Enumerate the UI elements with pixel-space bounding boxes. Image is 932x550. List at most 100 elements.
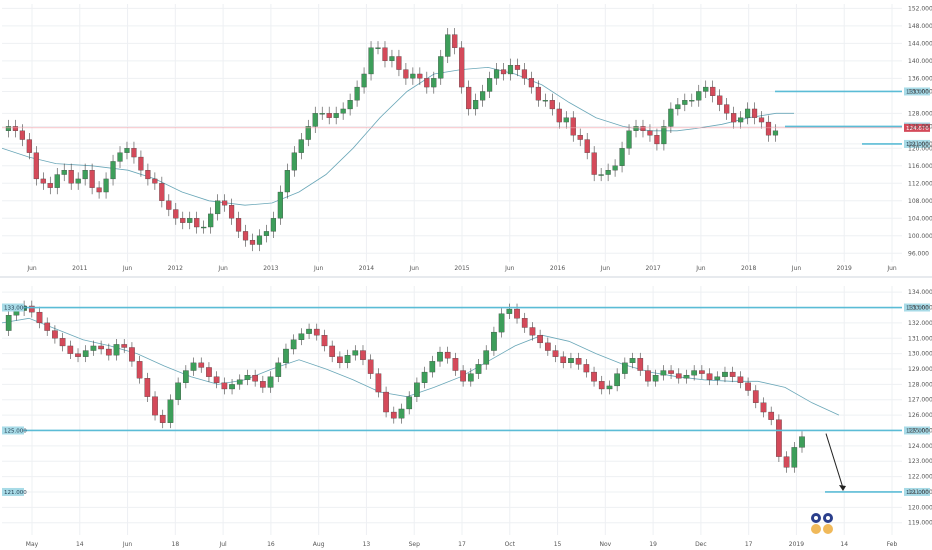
candle-body	[645, 370, 651, 382]
level-tag-label: 133.000	[906, 306, 929, 312]
candle-body	[367, 359, 374, 374]
x-tick-label: May	[26, 541, 39, 548]
top-y-axis: 152.000 148.000 144.000 140.000 136.000 133.0…	[908, 5, 932, 257]
level-tag-left	[2, 303, 24, 312]
candle-body	[354, 86, 360, 101]
candle-body	[696, 91, 702, 101]
candle-body	[498, 313, 505, 333]
candle-body	[622, 362, 628, 374]
bottom-candles	[5, 300, 805, 473]
weekly-price-panel[interactable]: 133.000 125.000 121.000 124.676 152.000 148.…	[1, 4, 932, 272]
candle-body	[347, 100, 353, 110]
bottom-x-axis: May 14 Jun 18 Jul 16 Aug 13 Sep 17 Oct 15 Nov 19 Dec 17…	[26, 541, 898, 548]
candle-body	[121, 344, 128, 348]
candle-body	[242, 231, 249, 241]
candle-body	[654, 135, 660, 145]
candle-body	[131, 148, 137, 158]
candle-body	[136, 361, 143, 379]
candle-body	[82, 350, 89, 357]
candle-body	[117, 152, 123, 162]
y-tick-label: 133.000	[908, 88, 932, 95]
candle-body	[772, 130, 779, 136]
top-candles	[5, 28, 779, 252]
candle-body	[52, 330, 58, 339]
candle-body	[598, 381, 605, 390]
y-tick-label: 100.000	[908, 233, 932, 240]
candle-body	[744, 108, 751, 118]
y-tick-label: 152.000	[908, 5, 932, 12]
candle-body	[333, 113, 339, 118]
candle-body	[414, 382, 420, 397]
candle-body	[675, 373, 682, 379]
level-tag-label: 121.000	[906, 490, 929, 496]
candle-body	[298, 333, 305, 340]
candle-body	[583, 364, 590, 373]
x-tick-label: Jun	[791, 265, 802, 272]
x-tick-label: 2014	[359, 265, 374, 272]
candle-body	[691, 370, 698, 376]
candle-body	[460, 370, 466, 382]
candle-body	[75, 353, 81, 357]
candle-body	[444, 351, 451, 359]
candle-body	[54, 174, 60, 188]
candle-body	[152, 178, 158, 184]
candle-body	[452, 34, 458, 48]
candle-body	[375, 373, 382, 393]
x-tick-label: Jun	[217, 265, 228, 272]
candle-body	[629, 358, 636, 364]
moving-average-line	[1, 66, 794, 206]
candle-body	[486, 78, 493, 92]
daily-price-panel[interactable]: 133.000 133.000 125.000 125.000 121.000 121.0…	[1, 286, 932, 548]
candle-body	[724, 104, 730, 114]
candle-body	[410, 73, 416, 79]
candle-body	[459, 47, 465, 88]
candle-body	[570, 117, 576, 136]
candle-body	[152, 396, 158, 416]
candle-body	[252, 374, 259, 382]
candle-body	[159, 414, 166, 423]
candle-body	[313, 328, 320, 336]
candle-body	[452, 358, 459, 371]
candle-body	[375, 47, 381, 49]
candle-body	[760, 402, 767, 413]
candle-body	[776, 419, 782, 457]
candle-body	[768, 411, 775, 420]
y-tick-label: 127.000	[908, 397, 932, 404]
candle-body	[5, 315, 12, 331]
candle-body	[312, 113, 318, 127]
arrow-shaft	[825, 433, 844, 489]
candle-body	[321, 335, 328, 347]
candle-body	[647, 130, 653, 136]
candle-body	[201, 226, 207, 229]
candle-body	[124, 148, 130, 153]
y-tick-label: 128.000	[908, 110, 932, 117]
candle-body	[591, 152, 597, 175]
candle-body	[228, 205, 235, 219]
projection-arrow	[825, 433, 846, 491]
candle-body	[637, 358, 644, 371]
candle-body	[605, 170, 611, 175]
x-tick-label: 2015	[454, 265, 469, 272]
y-tick-label: 124.000	[908, 443, 932, 450]
candle-body	[145, 170, 151, 180]
level-tag	[904, 487, 930, 496]
candle-body	[305, 126, 311, 140]
candle-body	[256, 235, 263, 245]
candle-body	[326, 113, 332, 118]
candle-body	[640, 126, 646, 131]
x-tick-label: Feb	[887, 541, 898, 548]
candle-body	[438, 56, 444, 79]
level-tag-left	[2, 487, 24, 496]
candle-body	[529, 327, 536, 336]
candle-body	[67, 345, 74, 354]
candle-body	[552, 350, 559, 357]
candle-body	[752, 390, 759, 403]
bottom-grid	[2, 286, 902, 535]
candle-body	[758, 117, 765, 123]
candle-body	[82, 170, 88, 180]
candle-body	[791, 447, 798, 468]
candle-body	[556, 108, 562, 123]
candle-body	[182, 370, 189, 383]
x-tick-label: Jun	[122, 541, 133, 548]
